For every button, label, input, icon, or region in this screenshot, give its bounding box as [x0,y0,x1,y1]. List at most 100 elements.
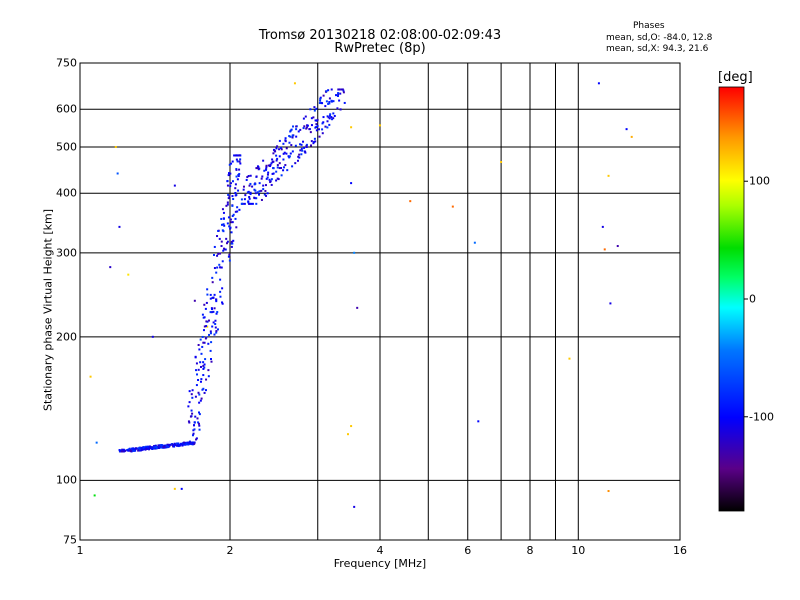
data-point [212,321,215,324]
data-point [198,413,201,416]
data-point [295,135,298,138]
data-point [214,323,217,326]
data-point [176,444,179,447]
data-point [193,421,196,424]
data-point [338,99,341,102]
data-point [270,183,273,186]
data-point [337,88,340,91]
data-point [202,367,205,370]
data-point [231,215,234,218]
data-point [275,147,278,150]
data-point [341,88,344,91]
data-point [180,443,183,446]
data-point [332,100,335,103]
data-point [234,210,237,213]
data-point [282,142,285,145]
data-point [216,254,219,257]
data-point [173,184,176,187]
data-point [137,449,140,452]
data-point [231,160,234,163]
data-point [204,389,207,392]
data-point [118,225,121,228]
data-point [247,200,250,203]
data-point [315,129,318,132]
data-point [473,241,476,244]
data-point [284,139,287,142]
data-point [210,341,213,344]
data-point [279,146,282,149]
data-point [271,158,274,161]
data-point [201,313,204,316]
y-tick-label: 600 [56,102,77,116]
data-point [266,176,269,179]
data-point [336,107,339,110]
data-point [245,178,248,181]
data-point [310,117,313,120]
data-point [288,155,291,158]
data-point [321,128,324,131]
colorbar [719,87,744,511]
data-point [289,135,292,138]
data-point [231,195,234,198]
data-point [229,182,232,185]
x-tick-label: 10 [571,544,586,557]
data-point [173,445,176,448]
data-point [227,174,230,177]
data-point [226,201,229,204]
data-point [109,266,112,269]
data-point [243,202,246,205]
data-point [337,92,340,95]
data-point [213,307,216,310]
data-point [313,137,316,140]
data-point [198,411,201,414]
data-point [251,202,254,205]
data-point [136,447,139,450]
data-point [226,184,229,187]
data-point [260,177,263,180]
data-point [178,443,181,446]
data-point [232,239,235,242]
data-point [264,184,267,187]
data-point [342,91,345,94]
data-point [193,424,196,427]
data-point [197,379,200,382]
data-point [315,126,318,129]
data-point [188,401,191,404]
data-point [142,446,145,449]
data-point [215,298,218,301]
data-point [302,127,305,130]
data-point [264,168,267,171]
data-point [246,191,249,194]
data-point [314,140,317,143]
data-point [138,446,141,449]
data-point [193,428,196,431]
data-point [310,140,313,143]
data-point [242,188,245,191]
data-point [350,425,353,428]
data-point [254,189,257,192]
data-point [210,360,213,363]
data-point [220,266,223,269]
data-point [203,363,206,366]
data-point [257,168,260,171]
data-point [300,147,303,150]
data-point [116,172,119,175]
data-point [249,191,252,194]
data-point [286,169,289,172]
data-point [209,349,212,352]
data-point [278,167,281,170]
data-point [194,356,197,359]
data-point [233,154,236,157]
data-point [191,412,194,415]
data-point [232,213,235,216]
data-point [270,162,273,165]
data-point [330,99,333,102]
data-point [175,442,178,445]
data-point [272,160,275,163]
data-point [222,249,225,252]
data-point [221,301,224,304]
data-point [195,437,198,440]
data-point [191,389,194,392]
data-point [319,99,322,102]
data-point [276,166,279,169]
